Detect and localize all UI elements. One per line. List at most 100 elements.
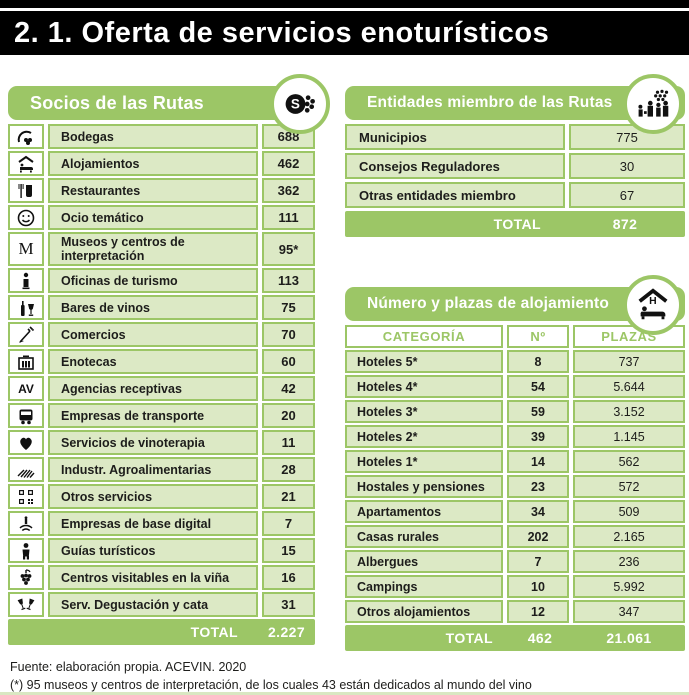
alojamiento-row-n: 34	[507, 500, 569, 523]
column-header-categoria: CATEGORÍA	[345, 325, 503, 348]
footer-note-line: (*) 95 museos y centros de interpretació…	[10, 678, 532, 693]
alojamiento-row-category: Otros alojamientos	[345, 600, 503, 623]
entidades-total-label: TOTAL	[493, 216, 541, 232]
socios-table-row: Oficinas de turismo 113	[8, 268, 315, 293]
alojamiento-row-category: Casas rurales	[345, 525, 503, 548]
page-title: 2. 1. Oferta de servicios enoturísticos	[14, 17, 550, 49]
bottom-rule	[0, 692, 689, 695]
socios-row-label: Restaurantes	[48, 178, 258, 203]
socios-row-label: Oficinas de turismo	[48, 268, 258, 293]
qr-code-icon	[8, 484, 44, 509]
socios-table-row: Restaurantes 362	[8, 178, 315, 203]
entidades-header-bar: Entidades miembro de las Rutas	[345, 74, 685, 134]
travel-agency-letters-icon: AV	[8, 376, 44, 401]
socios-row-label: Guías turísticos	[48, 538, 258, 563]
alojamiento-row-n: 8	[507, 350, 569, 373]
socios-row-label: Bodegas	[48, 124, 258, 149]
alojamiento-total-label: TOTAL	[445, 630, 493, 646]
alojamiento-row-n: 10	[507, 575, 569, 598]
svg-text:S: S	[291, 97, 300, 112]
socios-table-row: Centros visitables en la viña 16	[8, 565, 315, 590]
entidades-row-value: 775	[569, 124, 685, 150]
socios-table-row: Empresas de base digital 7	[8, 511, 315, 536]
alojamiento-row-plazas: 572	[573, 475, 685, 498]
alojamiento-table-row: Casas rurales 202 2.165	[345, 525, 685, 548]
footer: Fuente: elaboración propia. ACEVIN. 2020…	[10, 658, 532, 694]
entidades-total-value: 872	[612, 216, 638, 232]
wine-glasses-icon	[8, 592, 44, 617]
socios-row-value: 16	[262, 565, 315, 590]
socios-row-label: Alojamientos	[48, 151, 258, 176]
alojamiento-table-row: Hoteles 3* 59 3.152	[345, 400, 685, 423]
restaurant-icon	[8, 178, 44, 203]
alojamiento-total-bar: TOTAL 462 21.061	[345, 625, 685, 651]
alojamiento-row-n: 59	[507, 400, 569, 423]
socios-row-value: 111	[262, 205, 315, 230]
wine-bar-icon	[8, 295, 44, 320]
socios-table-row: Serv. Degustación y cata 31	[8, 592, 315, 617]
socios-row-label: Empresas de transporte	[48, 403, 258, 428]
socios-row-value: 60	[262, 349, 315, 374]
wine-rack-icon	[8, 349, 44, 374]
alojamiento-table-row: Campings 10 5.992	[345, 575, 685, 598]
socios-header-title: Socios de las Rutas	[30, 92, 204, 113]
socios-row-label: Servicios de vinoterapia	[48, 430, 258, 455]
socios-row-value: 362	[262, 178, 315, 203]
socios-table-row: Ocio temático 111	[8, 205, 315, 230]
socios-rows: Bodegas 688 Alojamientos 462 Restaurantes 362…	[8, 124, 315, 617]
socios-row-label: Centros visitables en la viña	[48, 565, 258, 590]
alojamiento-row-n: 14	[507, 450, 569, 473]
alojamiento-row-plazas: 3.152	[573, 400, 685, 423]
person-guide-icon	[8, 538, 44, 563]
entidades-table-row: Municipios 775	[345, 124, 685, 150]
alojamiento-row-category: Hoteles 5*	[345, 350, 503, 373]
commerce-icon	[8, 322, 44, 347]
alojamiento-row-category: Hostales y pensiones	[345, 475, 503, 498]
field-rows-icon	[8, 457, 44, 482]
alojamiento-row-n: 23	[507, 475, 569, 498]
alojamiento-table-row: Apartamentos 34 509	[345, 500, 685, 523]
socios-table-row: Comercios 70	[8, 322, 315, 347]
alojamiento-row-n: 202	[507, 525, 569, 548]
socios-row-label: Bares de vinos	[48, 295, 258, 320]
alojamiento-table-row: Hoteles 5* 8 737	[345, 350, 685, 373]
alojamiento-row-n: 12	[507, 600, 569, 623]
alojamiento-row-n: 7	[507, 550, 569, 573]
alojamiento-header-title: Número y plazas de alojamiento	[367, 295, 610, 312]
socios-row-label: Ocio temático	[48, 205, 258, 230]
alojamiento-total-n: 462	[527, 630, 553, 646]
socios-total-bar: TOTAL 2.227	[8, 619, 315, 645]
alojamiento-row-plazas: 5.644	[573, 375, 685, 398]
entidades-header-title: Entidades miembro de las Rutas	[367, 94, 613, 111]
alojamiento-row-n: 39	[507, 425, 569, 448]
entidades-row-value: 30	[569, 153, 685, 179]
entidades-total-bar: TOTAL 872	[345, 211, 685, 237]
alojamiento-row-plazas: 737	[573, 350, 685, 373]
socios-table-row: Bodegas 688	[8, 124, 315, 149]
alojamiento-row-category: Campings	[345, 575, 503, 598]
alojamiento-table-row: Otros alojamientos 12 347	[345, 600, 685, 623]
socios-row-value: 11	[262, 430, 315, 455]
smiley-icon	[8, 205, 44, 230]
bus-icon	[8, 403, 44, 428]
socios-table-row: M Museos y centros de interpretación 95*	[8, 232, 315, 266]
socios-row-value: 462	[262, 151, 315, 176]
socios-row-label: Industr. Agroalimentarias	[48, 457, 258, 482]
alojamiento-row-plazas: 5.992	[573, 575, 685, 598]
lodging-badge-icon: H	[623, 275, 683, 335]
socios-row-label: Enotecas	[48, 349, 258, 374]
alojamiento-table-row: Albergues 7 236	[345, 550, 685, 573]
entidades-row-value: 67	[569, 182, 685, 208]
alojamiento-row-category: Hoteles 1*	[345, 450, 503, 473]
alojamiento-row-category: Hoteles 3*	[345, 400, 503, 423]
alojamiento-rows: Hoteles 5* 8 737 Hoteles 4* 54 5.644 Hoteles 3…	[345, 350, 685, 623]
socios-row-label: Otros servicios	[48, 484, 258, 509]
footer-source-line: Fuente: elaboración propia. ACEVIN. 2020	[10, 660, 247, 674]
lodging-icon	[8, 151, 44, 176]
alojamiento-table-row: Hostales y pensiones 23 572	[345, 475, 685, 498]
column-header-numero: Nº	[507, 325, 569, 348]
alojamiento-row-plazas: 1.145	[573, 425, 685, 448]
socios-row-label: Empresas de base digital	[48, 511, 258, 536]
socios-table-row: Servicios de vinoterapia 11	[8, 430, 315, 455]
